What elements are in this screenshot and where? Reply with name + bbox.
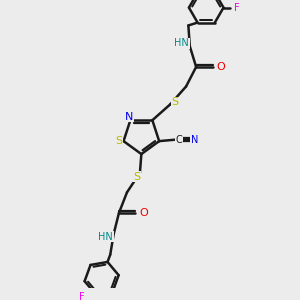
Text: N: N [125,112,133,122]
Text: S: S [133,172,140,182]
Text: HN: HN [98,232,113,242]
Text: HN: HN [174,38,189,48]
Text: F: F [80,292,85,300]
Text: F: F [234,3,240,13]
Text: C: C [176,135,182,145]
Text: S: S [115,136,122,146]
Text: O: O [140,208,148,218]
Text: N: N [191,135,198,145]
Text: O: O [217,62,226,72]
Text: S: S [171,98,178,107]
